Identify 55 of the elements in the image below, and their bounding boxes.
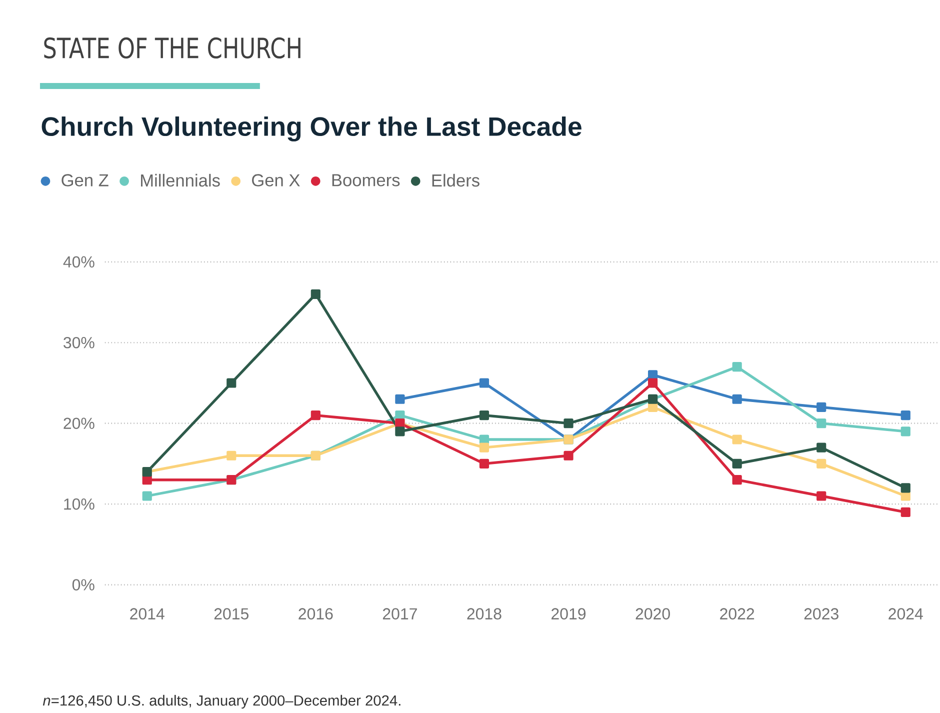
x-tick-label: 2014 — [130, 608, 164, 620]
point — [479, 410, 490, 420]
y-tick-label: 40% — [63, 256, 94, 268]
point — [648, 378, 658, 388]
point — [816, 458, 826, 468]
legend-label: Boomers — [332, 174, 400, 186]
point — [479, 434, 490, 444]
point — [900, 507, 910, 517]
x-tick-label: 2022 — [720, 608, 754, 620]
point — [564, 450, 574, 460]
point — [226, 450, 236, 460]
point — [900, 491, 910, 501]
point — [142, 491, 152, 501]
point — [732, 458, 742, 468]
point — [395, 394, 405, 404]
point — [732, 394, 742, 404]
x-tick-label: 2016 — [298, 608, 333, 620]
y-tick-label: 20% — [64, 418, 94, 429]
y-tick-label: 10% — [64, 498, 94, 510]
point — [310, 289, 320, 299]
point — [900, 483, 910, 493]
point — [310, 410, 320, 420]
x-tick-label: 2017 — [382, 608, 417, 620]
x-tick-label: 2020 — [636, 608, 670, 620]
chart-title: STATE OF THE CHURCH — [44, 37, 300, 59]
point — [226, 378, 236, 388]
point — [648, 370, 658, 380]
point — [479, 458, 490, 468]
y-tick-label: 30% — [64, 336, 94, 348]
point — [816, 418, 826, 428]
point — [816, 491, 826, 501]
x-tick-label: 2015 — [214, 608, 248, 620]
legend-label: Gen Z — [62, 174, 108, 186]
point — [732, 434, 742, 444]
point — [395, 426, 405, 436]
point — [732, 475, 742, 485]
point — [900, 410, 910, 420]
point — [479, 378, 490, 388]
x-tick-label: 2023 — [804, 608, 838, 620]
legend-label: Elders — [432, 174, 480, 187]
text: n=126,450 U.S. adults, January 2000–December 2024. — [42, 694, 400, 709]
chart-subtitle: Church Volunteering Over the Last Decade — [42, 116, 582, 142]
point — [395, 410, 405, 420]
point — [900, 426, 910, 436]
legend-label: Gen X — [252, 174, 300, 186]
legend-label: Millennials — [141, 174, 220, 187]
point — [816, 442, 826, 452]
point — [816, 402, 826, 412]
point — [564, 418, 574, 428]
point — [732, 362, 742, 372]
x-tick-label: 2019 — [552, 608, 586, 620]
y-tick-label: 0% — [72, 579, 94, 590]
x-tick-label: 2024 — [888, 608, 923, 620]
x-tick-label: 2018 — [467, 608, 502, 620]
point — [479, 442, 490, 452]
